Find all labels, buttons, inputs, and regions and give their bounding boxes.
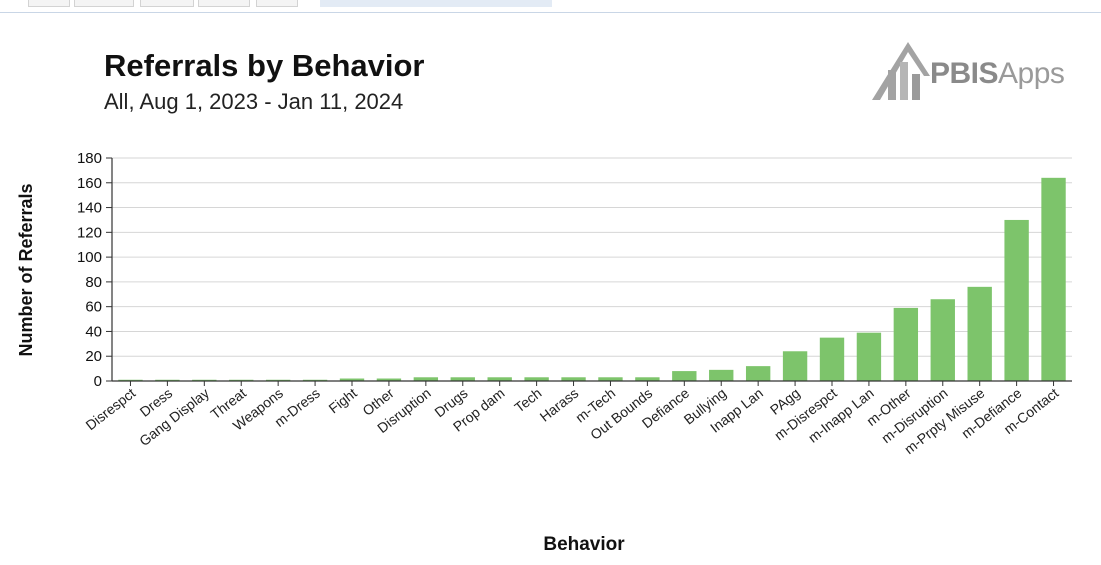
y-tick-label: 80 (85, 274, 102, 291)
pbis-apps-logo-icon (872, 42, 930, 100)
bar (302, 379, 328, 381)
logo-text: PBISApps (930, 57, 1065, 91)
y-tick-label: 40 (85, 323, 102, 340)
bar (487, 377, 512, 381)
x-axis-label: Behavior (543, 534, 625, 555)
x-tick-label: Fight (325, 385, 359, 417)
y-tick-label: 60 (85, 299, 102, 316)
toolbar-tab-stub[interactable] (140, 0, 194, 7)
bar (893, 307, 919, 381)
bar (709, 369, 734, 381)
y-tick-label: 120 (77, 224, 102, 241)
bar (819, 337, 845, 381)
chart-subtitle: All, Aug 1, 2023 - Jan 11, 2024 (104, 89, 404, 114)
bar (930, 299, 955, 381)
bar (118, 379, 143, 381)
bar (192, 379, 217, 381)
bar (339, 378, 365, 381)
y-tick-label: 140 (77, 200, 102, 217)
toolbar-tab-stub[interactable] (74, 0, 134, 7)
y-axis-label: Number of Referrals (16, 183, 36, 356)
bar (1004, 219, 1029, 381)
bar (672, 371, 697, 381)
chart-title: Referrals by Behavior (104, 48, 425, 83)
toolbar-tab-stub[interactable] (256, 0, 298, 7)
logo-text-light: Apps (998, 57, 1065, 90)
x-tick-label: Harass (537, 385, 582, 425)
x-tick-label: Disrespct (82, 385, 138, 434)
bar (561, 377, 586, 381)
bar (967, 286, 992, 381)
bar (155, 379, 180, 381)
bar (376, 378, 402, 381)
bar (265, 379, 291, 381)
toolbar-tab-stub[interactable] (28, 0, 70, 7)
y-tick-label: 0 (94, 373, 102, 390)
bar (450, 377, 475, 381)
bar (524, 377, 549, 381)
bar (856, 332, 882, 381)
y-tick-label: 180 (77, 150, 102, 167)
bar (782, 351, 808, 381)
toolbar-tab-stub[interactable] (198, 0, 250, 7)
bar (598, 377, 623, 381)
toolbar-tab-active[interactable] (320, 0, 552, 7)
y-tick-label: 20 (85, 348, 102, 365)
bar (635, 377, 660, 381)
bar (413, 377, 439, 381)
bar (229, 379, 254, 381)
bar (745, 366, 771, 381)
bar (1041, 177, 1066, 381)
y-tick-label: 160 (77, 175, 102, 192)
y-tick-label: 100 (77, 249, 102, 266)
browser-toolbar-strip (0, 0, 1101, 13)
logo-text-bold: PBIS (930, 57, 999, 90)
